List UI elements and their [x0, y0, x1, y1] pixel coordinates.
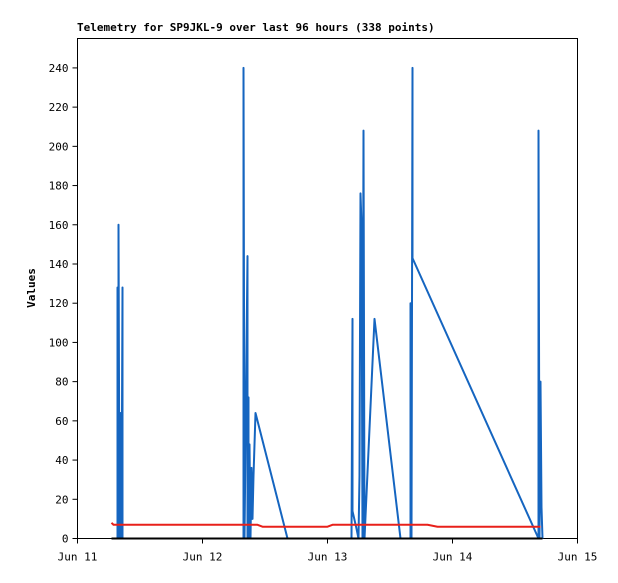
x-tick-label: Jun 12	[183, 551, 223, 564]
plot-frame	[77, 38, 578, 539]
y-tick-label: 40	[55, 454, 68, 467]
y-tick-label: 220	[49, 101, 69, 114]
y-tick-label: 140	[49, 258, 69, 271]
x-tick-label: Jun 15	[558, 551, 598, 564]
y-tick-label: 200	[49, 140, 69, 153]
y-tick-label: 160	[49, 219, 69, 232]
y-tick-label: 120	[49, 297, 69, 310]
x-tick-label: Jun 14	[433, 551, 473, 564]
y-tick-label: 60	[55, 415, 68, 428]
x-tick-label: Jun 13	[308, 551, 348, 564]
x-tick-label: Jun 11	[58, 551, 98, 564]
y-tick-label: 20	[55, 493, 68, 506]
y-tick-label: 80	[55, 376, 68, 389]
y-axis-label: Values	[25, 268, 38, 308]
chart-title: Telemetry for SP9JKL-9 over last 96 hour…	[77, 21, 435, 34]
y-tick-label: 100	[49, 336, 69, 349]
y-tick-label: 180	[49, 180, 69, 193]
y-tick-label: 0	[62, 533, 69, 546]
y-tick-label: 240	[49, 62, 69, 75]
series-line	[110, 522, 541, 528]
